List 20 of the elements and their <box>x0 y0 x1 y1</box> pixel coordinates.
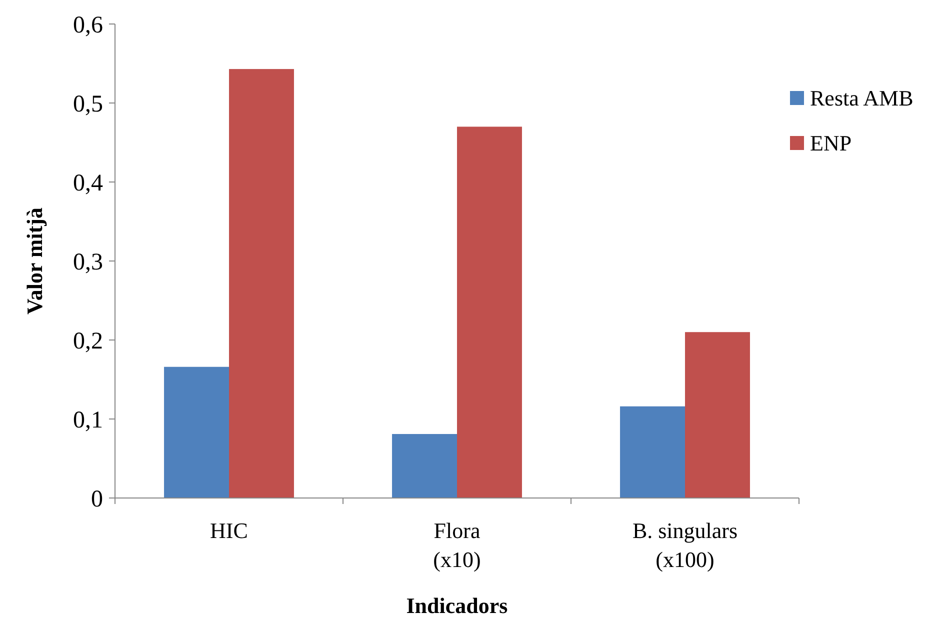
y-tick-label: 0,1 <box>73 407 103 434</box>
y-tick-label: 0,6 <box>73 12 103 38</box>
y-tick-label: 0,2 <box>73 328 103 354</box>
x-tick-label: HIC <box>210 518 248 543</box>
legend-label: Resta AMB <box>810 86 914 111</box>
y-tick-label: 0,3 <box>73 249 103 276</box>
y-axis-title: Valor mitjà <box>22 208 47 314</box>
y-tick-label: 0,4 <box>73 170 103 196</box>
bar <box>229 69 294 498</box>
y-tick-label: 0,5 <box>73 91 103 118</box>
bar <box>164 366 229 498</box>
x-axis-title: Indicadors <box>406 593 508 618</box>
bar <box>457 126 522 498</box>
bar <box>685 332 750 498</box>
x-tick-label: B. singulars (x100) <box>632 518 738 572</box>
x-tick-label: Flora (x10) <box>433 518 481 572</box>
bar <box>392 434 457 498</box>
y-tick-label: 0 <box>91 486 103 512</box>
legend-label: ENP <box>810 130 852 156</box>
bar <box>620 406 685 498</box>
